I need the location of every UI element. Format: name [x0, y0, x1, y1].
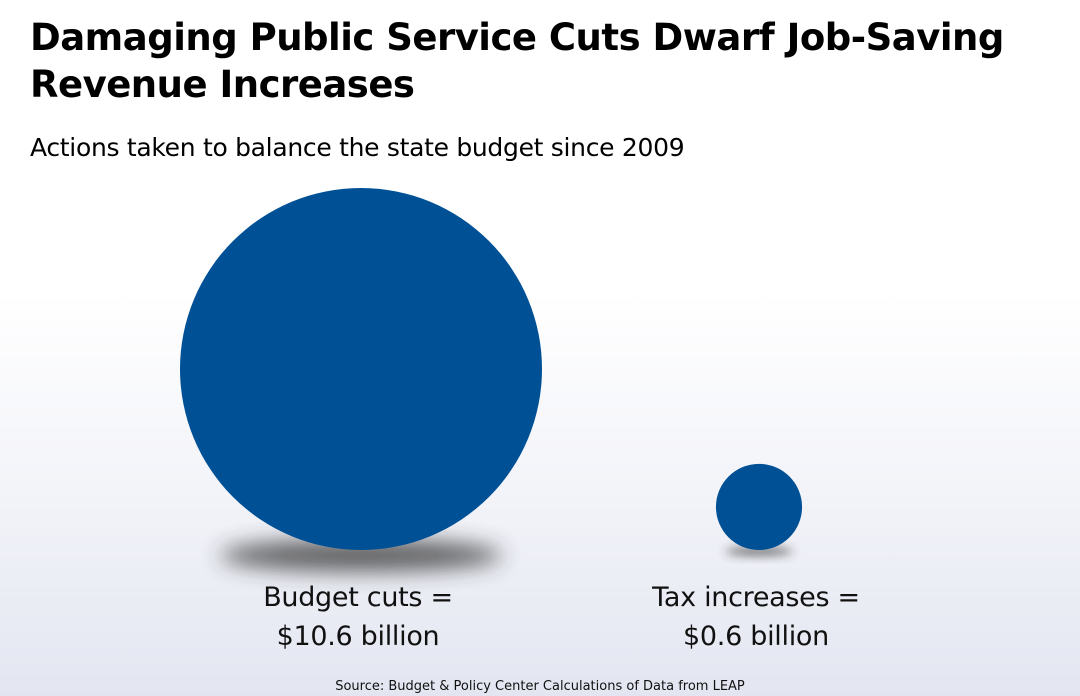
tax-increases-bubble-shadow [725, 547, 793, 556]
source-note: Source: Budget & Policy Center Calculati… [335, 679, 745, 694]
budget-cuts-bubble-shadow [219, 539, 503, 572]
chart-subtitle: Actions taken to balance the state budge… [30, 133, 685, 162]
budget-cuts-label-line1: Budget cuts = [263, 582, 453, 613]
chart-title: Damaging Public Service Cuts Dwarf Job-S… [30, 16, 1004, 106]
tax-increases-label-line1: Tax increases = [652, 582, 860, 613]
tax-increases-label-line2: $0.6 billion [683, 621, 829, 652]
tax-increases-bubble [715, 463, 803, 550]
budget-cuts-bubble [180, 188, 542, 550]
budget-cuts-label-line2: $10.6 billion [276, 621, 440, 652]
tax-increases-label: Tax increases = $0.6 billion [596, 578, 916, 656]
budget-cuts-label: Budget cuts = $10.6 billion [198, 578, 518, 656]
